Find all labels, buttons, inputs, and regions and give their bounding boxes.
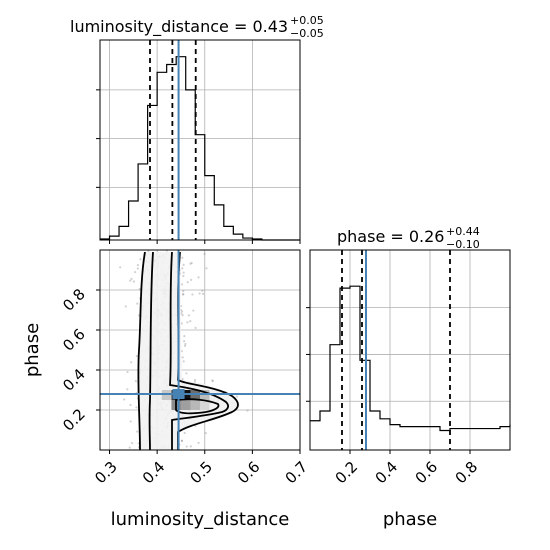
sample-point: [180, 322, 183, 325]
title-luminosity-distance-lower: −0.05: [290, 27, 324, 40]
contour-line: [148, 251, 154, 451]
sample-point: [136, 263, 139, 267]
sample-point: [181, 293, 185, 296]
sample-point: [204, 431, 207, 435]
sample-point: [190, 278, 193, 281]
sample-point: [136, 267, 139, 270]
sample-point: [130, 442, 134, 445]
sample-point: [132, 280, 136, 283]
sample-point: [136, 302, 139, 305]
sample-point: [193, 378, 197, 382]
title-luminosity-distance-upper: +0.05: [290, 14, 324, 27]
sample-point: [185, 372, 188, 375]
sample-point: [181, 314, 184, 317]
title-phase: phase = 0.26: [337, 227, 444, 246]
sample-point: [134, 270, 137, 274]
sample-point: [201, 289, 204, 292]
panel-frame: [99, 249, 301, 451]
sample-point: [211, 379, 214, 383]
sample-point: [235, 395, 239, 398]
xlabel-phase: phase: [383, 509, 437, 530]
sample-point: [189, 262, 192, 265]
truth-marker: [172, 389, 185, 399]
sample-point: [186, 321, 189, 324]
sample-point: [211, 379, 214, 382]
histogram-step-line: [310, 285, 511, 432]
sample-point: [123, 398, 126, 401]
density-cell: [190, 400, 200, 410]
sample-point: [180, 312, 183, 315]
sample-point: [124, 305, 127, 308]
sample-point: [197, 441, 200, 444]
title-luminosity-distance: luminosity_distance = 0.43: [70, 17, 288, 37]
sample-point: [205, 267, 208, 270]
sample-point: [182, 293, 185, 296]
title-phase-upper: +0.44: [446, 225, 480, 238]
panel-frame: [99, 39, 301, 241]
sample-point: [129, 420, 132, 423]
sample-point: [182, 290, 185, 293]
sample-point: [180, 439, 184, 442]
sample-point: [185, 445, 188, 448]
sample-point: [135, 355, 138, 358]
sample-point: [182, 263, 185, 266]
sample-point: [180, 310, 184, 313]
sample-point: [183, 431, 186, 435]
contour-line: [175, 398, 220, 415]
title-phase-lower: −0.10: [446, 238, 480, 251]
sample-point: [129, 279, 132, 282]
sample-point: [197, 276, 200, 279]
sample-point: [128, 446, 131, 449]
sample-point: [189, 445, 192, 448]
sample-point: [181, 356, 184, 359]
panel-frame: [309, 249, 511, 451]
sample-point: [119, 266, 122, 269]
sample-point: [183, 335, 186, 338]
sample-point: [192, 309, 195, 312]
sample-point: [181, 267, 184, 270]
sample-point: [134, 379, 137, 383]
contour-line: [169, 251, 229, 450]
sample-point: [198, 292, 201, 295]
sample-point: [187, 314, 190, 317]
sample-point: [182, 271, 185, 274]
sample-point: [201, 292, 205, 295]
sample-point: [180, 439, 183, 443]
sample-point: [190, 261, 193, 265]
sample-point: [246, 409, 249, 412]
sample-point: [181, 378, 184, 381]
sample-point: [186, 280, 189, 284]
sample-point: [184, 342, 187, 346]
contour-line: [137, 251, 146, 451]
density-cell: [200, 400, 210, 410]
sample-point: [203, 252, 206, 255]
sample-point: [180, 283, 184, 286]
sample-point: [136, 430, 139, 433]
ylabel-phase: phase: [22, 323, 43, 377]
phase-histogram: 0.2 0.4 0.6 0.8: [306, 249, 511, 487]
sample-point: [126, 370, 129, 374]
density-fill: [138, 252, 240, 450]
sample-point: [181, 256, 184, 259]
xlabel-luminosity-distance: luminosity_distance: [111, 509, 290, 530]
sample-point: [129, 403, 132, 407]
sample-point: [135, 406, 138, 409]
sample-point: [182, 360, 185, 363]
sample-point: [194, 326, 197, 329]
sample-point: [183, 344, 187, 347]
sample-point: [191, 293, 194, 296]
sample-point: [183, 340, 186, 343]
luminosity-distance-histogram: [96, 39, 301, 244]
sample-point: [130, 277, 133, 280]
sample-point: [130, 361, 133, 364]
sample-point: [189, 320, 192, 323]
sample-point: [182, 274, 185, 278]
sample-point: [139, 258, 142, 261]
sample-point: [138, 288, 141, 291]
density-cell: [180, 400, 191, 410]
sample-point: [126, 388, 129, 391]
